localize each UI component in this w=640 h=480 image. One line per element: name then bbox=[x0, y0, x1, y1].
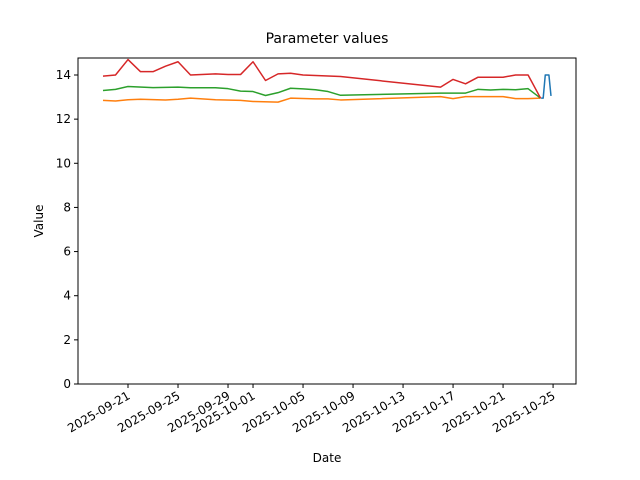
series-line bbox=[102, 85, 542, 99]
y-tick-label: 12 bbox=[56, 112, 71, 126]
y-tick-label: 0 bbox=[63, 377, 71, 391]
y-tick-label: 10 bbox=[56, 156, 71, 170]
series-line bbox=[541, 74, 552, 99]
y-tick-label: 6 bbox=[63, 245, 71, 259]
plot-frame bbox=[77, 57, 577, 385]
y-tick-label: 8 bbox=[63, 200, 71, 214]
x-axis-label: Date bbox=[313, 451, 342, 465]
y-tick-label: 14 bbox=[56, 68, 71, 82]
y-tick-label: 4 bbox=[63, 289, 71, 303]
y-tick-label: 2 bbox=[63, 333, 71, 347]
y-axis-label: Value bbox=[32, 205, 46, 238]
chart-title: Parameter values bbox=[266, 31, 389, 47]
series-line bbox=[102, 95, 541, 103]
series-line bbox=[102, 58, 542, 99]
